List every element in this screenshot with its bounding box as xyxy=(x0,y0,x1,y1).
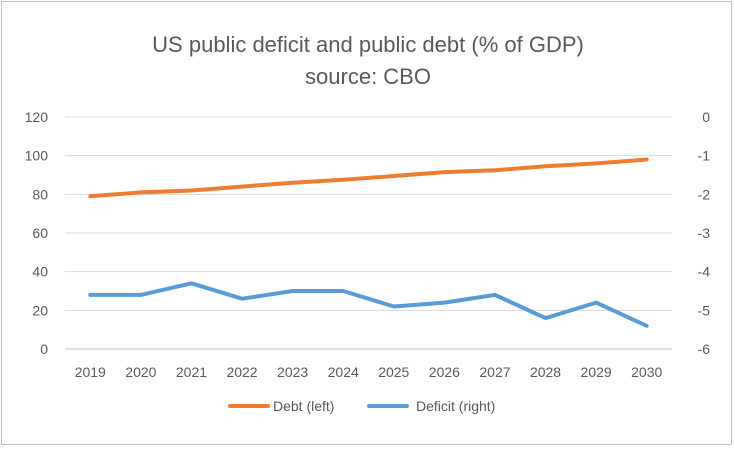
right-tick-label: -6 xyxy=(698,341,711,357)
data-point xyxy=(494,294,496,296)
left-tick-label: 60 xyxy=(32,225,48,241)
data-point xyxy=(89,195,91,197)
legend-label: Debt (left) xyxy=(273,398,334,414)
x-tick-label: 2025 xyxy=(378,364,409,380)
data-point xyxy=(342,179,344,181)
right-axis-ticks: -6 -5 -4 -3 -2 -1 0 xyxy=(698,109,711,357)
data-point xyxy=(241,298,243,300)
x-tick-label: 2026 xyxy=(429,364,460,380)
data-point xyxy=(190,282,192,284)
data-point xyxy=(646,159,648,161)
data-point xyxy=(342,290,344,292)
x-tick-label: 2027 xyxy=(479,364,510,380)
x-tick-label: 2029 xyxy=(581,364,612,380)
data-point xyxy=(89,294,91,296)
right-tick-label: 0 xyxy=(702,109,710,125)
data-point xyxy=(190,189,192,191)
x-tick-label: 2019 xyxy=(75,364,106,380)
right-tick-label: -2 xyxy=(698,186,711,202)
data-point xyxy=(140,191,142,193)
left-tick-label: 80 xyxy=(32,186,48,202)
data-point xyxy=(443,302,445,304)
data-point xyxy=(545,165,547,167)
x-tick-label: 2030 xyxy=(631,364,662,380)
series-line-deficit xyxy=(88,281,649,328)
legend-label: Deficit (right) xyxy=(416,398,495,414)
gridlines xyxy=(65,116,672,350)
left-tick-label: 0 xyxy=(40,341,48,357)
data-point xyxy=(595,162,597,164)
data-point xyxy=(140,294,142,296)
legend: Debt (left) Deficit (right) xyxy=(228,398,495,414)
x-tick-label: 2021 xyxy=(176,364,207,380)
left-tick-label: 40 xyxy=(32,264,48,280)
x-tick-label: 2022 xyxy=(226,364,257,380)
right-tick-label: -5 xyxy=(698,302,711,318)
data-point xyxy=(393,175,395,177)
data-point xyxy=(646,325,648,327)
right-tick-label: -4 xyxy=(698,264,711,280)
chart-subtitle: source: CBO xyxy=(305,64,431,89)
right-tick-label: -3 xyxy=(698,225,711,241)
chart-title: US public deficit and public debt (% of … xyxy=(152,32,584,57)
right-tick-label: -1 xyxy=(698,148,711,164)
data-point xyxy=(494,169,496,171)
data-point xyxy=(595,302,597,304)
left-tick-label: 120 xyxy=(25,109,49,125)
data-point xyxy=(443,171,445,173)
x-tick-label: 2024 xyxy=(328,364,359,380)
data-point xyxy=(292,290,294,292)
series-line-debt xyxy=(88,157,649,199)
x-axis-ticks: 2019 2020 2021 2022 2023 2024 2025 2026 2027 2028… xyxy=(75,364,663,380)
data-point xyxy=(241,186,243,188)
data-point xyxy=(545,317,547,319)
x-tick-label: 2020 xyxy=(125,364,156,380)
data-point xyxy=(393,305,395,307)
x-tick-label: 2023 xyxy=(277,364,308,380)
series-lines xyxy=(88,157,649,328)
left-tick-label: 100 xyxy=(25,148,49,164)
x-tick-label: 2028 xyxy=(530,364,561,380)
data-point xyxy=(292,182,294,184)
left-axis-ticks: 0 20 40 60 80 100 120 xyxy=(25,109,49,357)
left-tick-label: 20 xyxy=(32,302,48,318)
